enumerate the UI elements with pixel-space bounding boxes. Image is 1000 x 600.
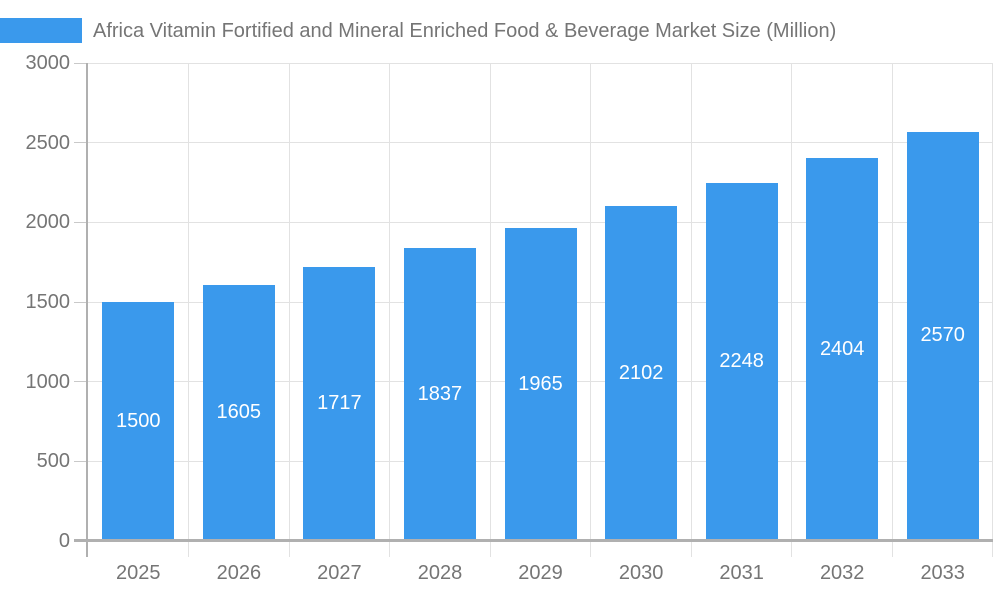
x-tick-label: 2025	[116, 562, 161, 584]
x-axis-line	[74, 539, 993, 542]
bar	[504, 227, 577, 539]
y-axis-line	[86, 63, 88, 557]
y-tick-mark	[74, 460, 88, 462]
v-gridline	[489, 63, 491, 539]
bar	[605, 206, 678, 539]
bar	[705, 182, 778, 539]
v-gridline	[590, 63, 592, 539]
bar-value-label: 2248	[719, 349, 764, 372]
x-tick-mark	[690, 542, 692, 557]
y-tick-label: 0	[58, 530, 70, 552]
x-tick-label: 2028	[417, 562, 463, 584]
h-gridline	[88, 221, 993, 223]
chart-title: Africa Vitamin Fortified and Mineral Enr…	[93, 20, 837, 42]
bar	[102, 302, 175, 539]
x-tick-mark	[791, 542, 793, 557]
plot-right-border	[992, 63, 993, 557]
bar-value-label: 1500	[116, 409, 161, 432]
h-gridline	[88, 62, 993, 64]
x-tick-label: 2029	[518, 562, 563, 584]
y-tick-mark	[74, 62, 88, 64]
v-gridline	[891, 63, 893, 539]
x-tick-mark	[389, 542, 391, 557]
x-tick-label: 2030	[618, 562, 664, 584]
x-tick-label: 2032	[819, 562, 865, 584]
bar-value-label: 1605	[216, 401, 262, 424]
y-tick-mark	[74, 142, 88, 144]
legend-swatch	[0, 18, 82, 43]
bar-value-label: 1965	[518, 372, 563, 395]
bar	[202, 285, 275, 539]
bar-value-label: 1837	[417, 382, 463, 405]
y-tick-label: 2000	[25, 211, 71, 234]
y-tick-label: 1500	[25, 291, 71, 313]
v-gridline	[188, 63, 190, 539]
y-tick-label: 1000	[25, 370, 71, 393]
bar-value-label: 2404	[819, 337, 865, 360]
bar-value-label: 2102	[618, 361, 664, 384]
y-tick-label: 500	[36, 450, 70, 473]
v-gridline	[288, 63, 290, 539]
bar	[303, 267, 376, 539]
x-tick-mark	[891, 542, 893, 557]
y-tick-label: 3000	[25, 52, 71, 74]
y-tick-mark	[74, 301, 88, 303]
bar	[806, 158, 879, 539]
y-tick-mark	[74, 221, 88, 223]
x-tick-mark	[590, 542, 592, 557]
h-gridline	[88, 142, 993, 144]
v-gridline	[690, 63, 692, 539]
bar-value-label: 2570	[920, 324, 965, 347]
bar	[906, 131, 979, 539]
x-tick-label: 2031	[719, 562, 764, 584]
x-tick-mark	[489, 542, 491, 557]
x-tick-mark	[188, 542, 190, 557]
y-tick-mark	[74, 381, 88, 383]
v-gridline	[389, 63, 391, 539]
x-tick-label: 2033	[920, 562, 965, 584]
x-tick-label: 2027	[317, 562, 362, 584]
bar-value-label: 1717	[317, 392, 362, 415]
x-tick-label: 2026	[216, 562, 262, 584]
x-tick-mark	[288, 542, 290, 557]
v-gridline	[791, 63, 793, 539]
y-tick-label: 2500	[25, 131, 71, 154]
bar	[403, 248, 476, 539]
